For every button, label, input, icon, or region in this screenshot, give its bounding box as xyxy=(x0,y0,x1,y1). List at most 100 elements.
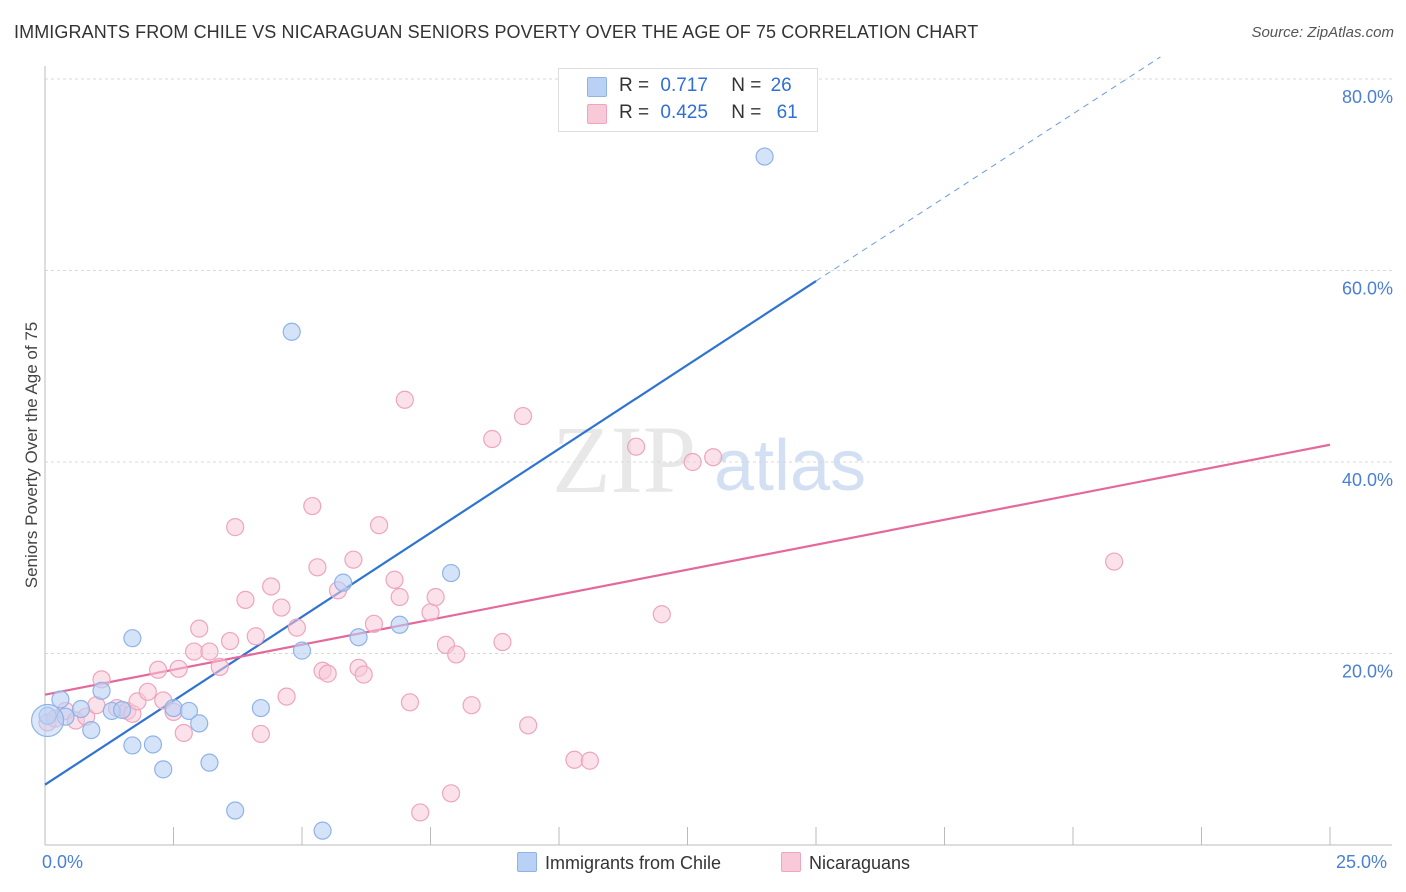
watermark: ZIP atlas xyxy=(552,406,866,513)
stats-swatch-chile xyxy=(587,77,607,97)
point-nicaraguans xyxy=(426,587,445,607)
n-value-nicaraguans: 61 xyxy=(776,102,798,123)
point-chile xyxy=(112,700,132,720)
point-chile xyxy=(755,147,774,166)
r-label: R = xyxy=(619,75,650,96)
n-label: N = xyxy=(731,102,762,123)
legend-label-chile: Immigrants from Chile xyxy=(545,853,722,873)
point-chile xyxy=(313,821,332,840)
point-nicaraguans xyxy=(251,724,270,744)
point-chile xyxy=(123,629,142,648)
point-chile xyxy=(51,690,70,709)
source-note: Source: ZipAtlas.com xyxy=(1251,24,1394,41)
point-nicaraguans xyxy=(447,645,466,664)
point-nicaraguans xyxy=(308,558,327,577)
point-chile xyxy=(390,615,409,634)
point-nicaraguans xyxy=(344,550,363,569)
x-tick-max: 25.0% xyxy=(1336,852,1388,872)
point-chile xyxy=(251,698,270,718)
point-chile xyxy=(292,641,312,660)
stats-swatch-nicaraguans xyxy=(587,104,607,124)
point-nicaraguans xyxy=(565,750,584,769)
n-value-chile: 26 xyxy=(770,75,792,96)
r-value-nicaraguans: 0.425 xyxy=(660,102,708,123)
point-nicaraguans xyxy=(210,657,229,677)
point-nicaraguans xyxy=(138,682,157,701)
point-nicaraguans xyxy=(513,406,533,426)
point-chile xyxy=(154,760,173,779)
y-axis-label: Seniors Poverty Over the Age of 75 xyxy=(22,322,41,588)
watermark-atlas: atlas xyxy=(714,426,866,506)
point-nicaraguans xyxy=(1105,552,1124,571)
watermark-zip: ZIP xyxy=(552,406,696,513)
point-nicaraguans xyxy=(421,603,440,622)
point-nicaraguans xyxy=(200,642,219,661)
point-chile xyxy=(143,735,163,754)
r-value-chile: 0.717 xyxy=(660,75,708,96)
point-nicaraguans xyxy=(174,723,193,743)
point-nicaraguans xyxy=(148,660,168,679)
point-nicaraguans xyxy=(390,587,409,607)
point-chile xyxy=(200,753,219,772)
point-chile xyxy=(92,681,111,700)
point-nicaraguans xyxy=(441,784,461,803)
point-chile xyxy=(190,714,209,733)
point-nicaraguans xyxy=(626,437,646,456)
point-chile xyxy=(282,322,301,341)
point-nicaraguans xyxy=(246,627,265,646)
point-nicaraguans xyxy=(385,570,404,589)
legend-swatch-chile xyxy=(517,852,537,872)
y-tick-labels: 20.0% 40.0% 60.0% 80.0% xyxy=(1342,87,1393,682)
y-tick-label: 80.0% xyxy=(1342,87,1393,107)
point-chile xyxy=(349,628,368,647)
point-nicaraguans xyxy=(411,803,430,822)
x-tick-min: 0.0% xyxy=(42,852,84,872)
point-nicaraguans xyxy=(364,614,384,633)
point-chile xyxy=(179,701,199,721)
point-nicaraguans xyxy=(483,429,502,449)
point-chile xyxy=(164,698,183,718)
point-nicaraguans xyxy=(277,687,296,706)
stats-row-nicaraguans: R = 0.425 N = 61 xyxy=(619,102,798,124)
point-chile xyxy=(441,563,461,583)
point-nicaraguans xyxy=(226,518,245,537)
legend-item-nicaraguans: Nicaraguans xyxy=(781,852,910,874)
point-nicaraguans xyxy=(462,696,481,715)
point-nicaraguans xyxy=(169,659,188,678)
point-nicaraguans xyxy=(519,716,538,735)
point-nicaraguans xyxy=(683,452,702,472)
trend-line-chile-extension xyxy=(815,56,1161,282)
point-nicaraguans xyxy=(652,605,671,624)
point-nicaraguans xyxy=(395,390,414,409)
point-nicaraguans xyxy=(272,598,291,617)
legend-item-chile: Immigrants from Chile xyxy=(517,852,721,874)
point-nicaraguans xyxy=(354,665,373,684)
point-nicaraguans xyxy=(190,619,209,638)
point-nicaraguans xyxy=(400,693,420,712)
point-chile-cluster xyxy=(30,703,65,738)
point-nicaraguans xyxy=(318,664,337,683)
stats-row-chile: R = 0.717 N = 26 xyxy=(619,75,792,97)
y-tick-label: 60.0% xyxy=(1342,279,1393,299)
point-nicaraguans xyxy=(704,448,723,467)
point-nicaraguans xyxy=(236,590,255,609)
legend-swatch-nicaraguans xyxy=(781,852,801,872)
point-nicaraguans xyxy=(220,631,240,651)
gridlines xyxy=(45,78,1392,654)
point-nicaraguans xyxy=(184,642,204,661)
n-label: N = xyxy=(731,75,762,96)
point-nicaraguans xyxy=(262,577,281,596)
y-tick-label: 40.0% xyxy=(1342,470,1393,490)
y-tick-label: 20.0% xyxy=(1342,662,1393,682)
point-chile xyxy=(226,801,245,820)
data-points xyxy=(30,147,1124,840)
point-chile xyxy=(334,573,353,592)
point-nicaraguans xyxy=(370,516,389,535)
point-nicaraguans xyxy=(303,496,322,516)
trend-line-nicaraguans xyxy=(44,443,1331,696)
point-nicaraguans xyxy=(580,751,599,770)
point-chile xyxy=(71,699,91,719)
chart-title: IMMIGRANTS FROM CHILE VS NICARAGUAN SENI… xyxy=(14,22,979,42)
correlation-stats-box: R = 0.717 N = 26 R = 0.425 N = 61 xyxy=(558,68,818,132)
